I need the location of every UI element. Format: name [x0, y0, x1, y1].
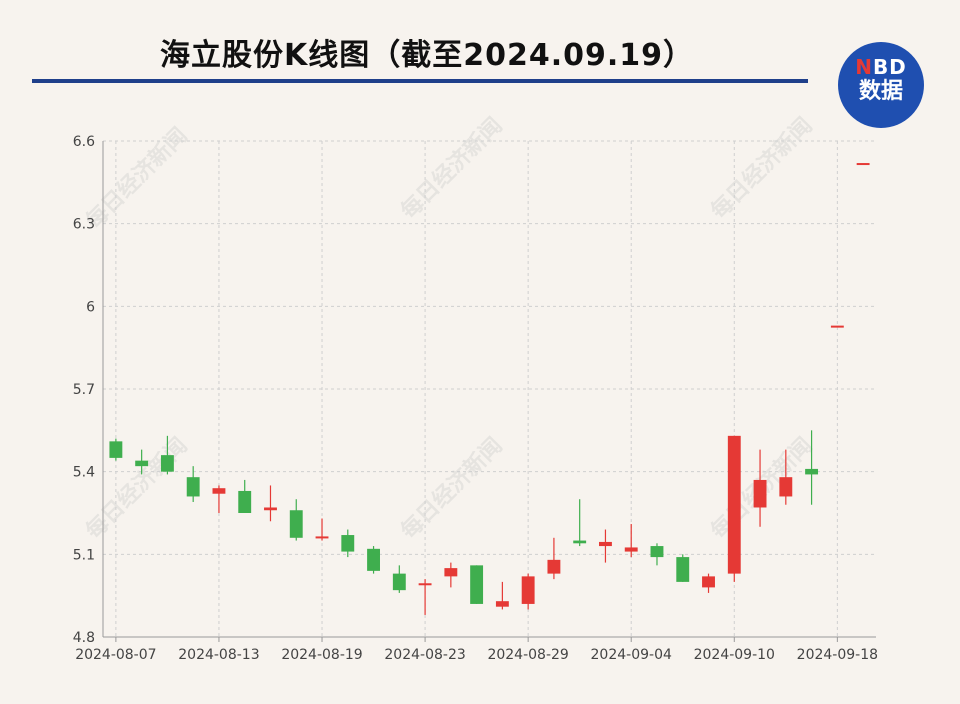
candle-body — [418, 583, 432, 586]
candle-body — [547, 559, 561, 574]
watermark-text: 每日经济新闻 — [81, 123, 193, 235]
candle — [676, 554, 690, 582]
candle-body — [805, 468, 819, 475]
candle-body — [264, 507, 277, 511]
candle — [341, 529, 355, 558]
candle — [315, 518, 329, 541]
candles — [109, 163, 870, 615]
candle — [753, 449, 767, 527]
candle — [599, 529, 612, 563]
logo-brand: NBD — [855, 55, 907, 79]
candle-body — [650, 546, 664, 558]
candle — [573, 499, 587, 547]
grid-lines — [102, 140, 876, 638]
watermark-text: 每日经济新闻 — [396, 113, 508, 225]
candle — [702, 573, 715, 593]
x-tick-label: 2024-08-19 — [281, 647, 362, 663]
candle — [109, 438, 123, 461]
candle — [856, 163, 870, 166]
candle-body — [676, 557, 690, 582]
candle-body — [315, 536, 329, 539]
candle — [289, 499, 303, 541]
candle — [521, 573, 535, 610]
candle-body — [702, 576, 715, 588]
candle — [495, 581, 509, 610]
y-tick-label: 5.1 — [73, 547, 95, 563]
y-tick-label: 6.6 — [73, 134, 95, 150]
candle — [444, 562, 458, 588]
chart-title: 海立股份K线图（截至2024.09.19） — [160, 38, 695, 73]
candle-body — [135, 460, 149, 467]
x-tick-label: 2024-08-13 — [178, 647, 259, 663]
candle-body — [186, 477, 200, 497]
candle-body — [212, 488, 226, 494]
candle-body — [238, 490, 252, 513]
y-axis: 6.6 6.3 6 5.7 5.4 5.1 4.8 — [73, 134, 95, 646]
candle — [805, 430, 819, 505]
y-tick-label: 6 — [86, 299, 95, 315]
x-axis: 2024-08-07 2024-08-13 2024-08-19 2024-08-23… — [75, 637, 878, 663]
x-tick-label: 2024-08-23 — [384, 647, 465, 663]
candle — [418, 579, 432, 615]
candle-body — [495, 601, 509, 607]
watermark-text: 每日经济新闻 — [706, 113, 818, 225]
title-underline — [32, 79, 808, 83]
candle — [470, 565, 484, 604]
candle — [392, 565, 406, 593]
candle — [135, 449, 149, 475]
candle-body — [830, 325, 844, 328]
candle — [547, 537, 561, 580]
candle — [727, 435, 741, 582]
candle-body — [727, 435, 741, 574]
candle-body — [599, 541, 612, 547]
candle-body — [367, 548, 380, 571]
watermark-text: 每日经济新闻 — [396, 433, 508, 545]
candle — [212, 485, 226, 513]
candle-body — [521, 576, 535, 604]
x-tick-label: 2024-08-29 — [487, 647, 568, 663]
y-tick-label: 5.4 — [73, 465, 95, 481]
candle — [367, 546, 380, 574]
watermark-text: 每日经济新闻 — [81, 433, 193, 545]
candle — [624, 524, 638, 558]
y-tick-label: 5.7 — [73, 382, 95, 398]
candle-body — [289, 510, 303, 538]
candle — [779, 449, 793, 505]
candle — [160, 435, 174, 475]
candle — [186, 466, 200, 502]
candle — [238, 479, 252, 513]
candle-body — [624, 547, 638, 552]
logo-label: 数据 — [858, 79, 903, 104]
candle-body — [779, 477, 793, 497]
x-tick-label: 2024-09-04 — [591, 647, 672, 663]
candle-body — [856, 163, 870, 166]
x-tick-label: 2024-09-10 — [694, 647, 775, 663]
candle-body — [341, 535, 355, 552]
x-tick-label: 2024-08-07 — [75, 647, 156, 663]
candle-body — [470, 565, 484, 604]
candle-body — [753, 479, 767, 508]
y-tick-label: 4.8 — [73, 630, 95, 646]
x-tick-label: 2024-09-18 — [797, 647, 878, 663]
y-tick-label: 6.3 — [73, 217, 95, 233]
nbd-logo: NBD 数据 — [838, 42, 924, 128]
candle-body — [160, 455, 174, 472]
candle-body — [573, 540, 587, 544]
candle-body — [444, 568, 458, 577]
candle-body — [392, 573, 406, 591]
candle — [650, 543, 664, 566]
candle — [264, 485, 277, 522]
candle — [830, 325, 844, 328]
candle-body — [109, 441, 123, 458]
